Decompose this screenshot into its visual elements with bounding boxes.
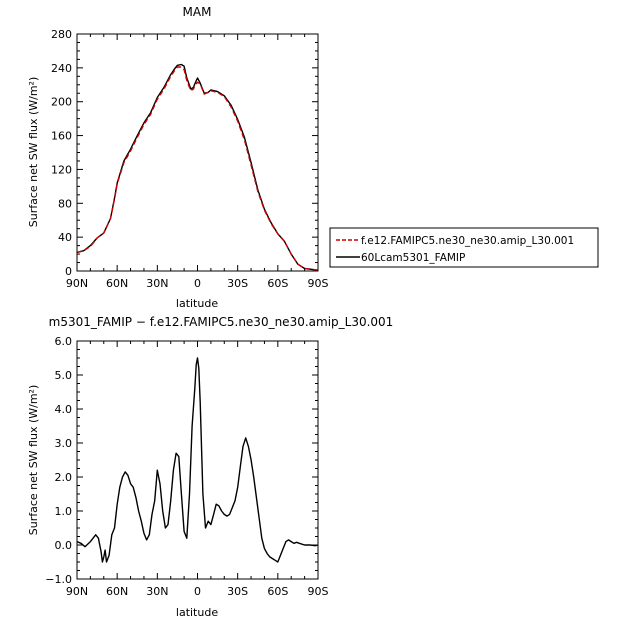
legend-label-1: 60Lcam5301_FAMIP <box>361 252 465 264</box>
y-tick-label: 160 <box>51 130 72 143</box>
bottom-plot-frame <box>76 340 319 580</box>
series-line-0-1 <box>76 66 319 271</box>
top-chart-title: MAM <box>183 5 212 19</box>
x-tick-label: 90S <box>308 277 329 290</box>
y-tick-label: 2.0 <box>55 471 73 484</box>
bottom-chart-title: m5301_FAMIP − f.e12.FAMIPC5.ne30_ne30.am… <box>49 315 394 329</box>
x-tick-label: 60N <box>106 277 128 290</box>
y-tick-label: 0 <box>65 265 72 278</box>
y-tick-label: 4.0 <box>55 403 73 416</box>
bottom-x-axis-label: latitude <box>176 606 218 619</box>
x-tick-label: 0 <box>194 277 201 290</box>
x-tick-label: 60S <box>267 277 288 290</box>
top-y-ticks: 0 40 80 120 160 200 240 280 <box>51 28 318 278</box>
y-tick-label: 1.0 <box>55 505 73 518</box>
bottom-x-ticks: 90N 60N 30N 0 30S 60S 90S <box>66 341 329 598</box>
y-tick-label: 0.0 <box>55 539 73 552</box>
x-tick-label: 90N <box>66 277 88 290</box>
bottom-series-group <box>76 357 319 563</box>
y-tick-label: 6.0 <box>55 335 73 348</box>
bottom-panel: m5301_FAMIP − f.e12.FAMIPC5.ne30_ne30.am… <box>27 315 393 619</box>
x-tick-label: 0 <box>194 585 201 598</box>
top-panel: MAM 0 40 80 120 160 200 240 280 90N 60N 30N 0 30S 60… <box>27 5 599 310</box>
legend: f.e12.FAMIPC5.ne30_ne30.amip_L30.001 60L… <box>329 227 599 268</box>
y-tick-label: 200 <box>51 96 72 109</box>
x-tick-label: 30N <box>146 585 168 598</box>
x-tick-label: 30S <box>227 585 248 598</box>
x-tick-label: 90S <box>308 585 329 598</box>
top-y-axis-label: Surface net SW flux (W/m²) <box>27 77 40 228</box>
x-tick-label: 60N <box>106 585 128 598</box>
y-tick-label: 5.0 <box>55 369 73 382</box>
series-line-1-0 <box>76 357 319 563</box>
bottom-y-axis-label: Surface net SW flux (W/m²) <box>27 385 40 536</box>
y-tick-label: 80 <box>58 197 72 210</box>
x-tick-label: 60S <box>267 585 288 598</box>
y-tick-label: −1.0 <box>45 573 72 586</box>
top-x-ticks: 90N 60N 30N 0 30S 60S 90S <box>66 34 329 290</box>
top-plot-frame <box>76 33 319 272</box>
legend-label-0: f.e12.FAMIPC5.ne30_ne30.amip_L30.001 <box>361 235 574 247</box>
x-tick-label: 30S <box>227 277 248 290</box>
y-tick-label: 240 <box>51 62 72 75</box>
bottom-y-ticks: −1.0 0.0 1.0 2.0 3.0 4.0 5.0 6.0 <box>45 335 318 586</box>
x-tick-label: 30N <box>146 277 168 290</box>
top-series-group <box>76 63 319 271</box>
y-tick-label: 120 <box>51 163 72 176</box>
legend-box <box>329 227 599 268</box>
x-tick-label: 90N <box>66 585 88 598</box>
y-tick-label: 3.0 <box>55 437 73 450</box>
y-tick-label: 40 <box>58 231 72 244</box>
top-x-axis-label: latitude <box>176 297 218 310</box>
y-tick-label: 280 <box>51 28 72 41</box>
